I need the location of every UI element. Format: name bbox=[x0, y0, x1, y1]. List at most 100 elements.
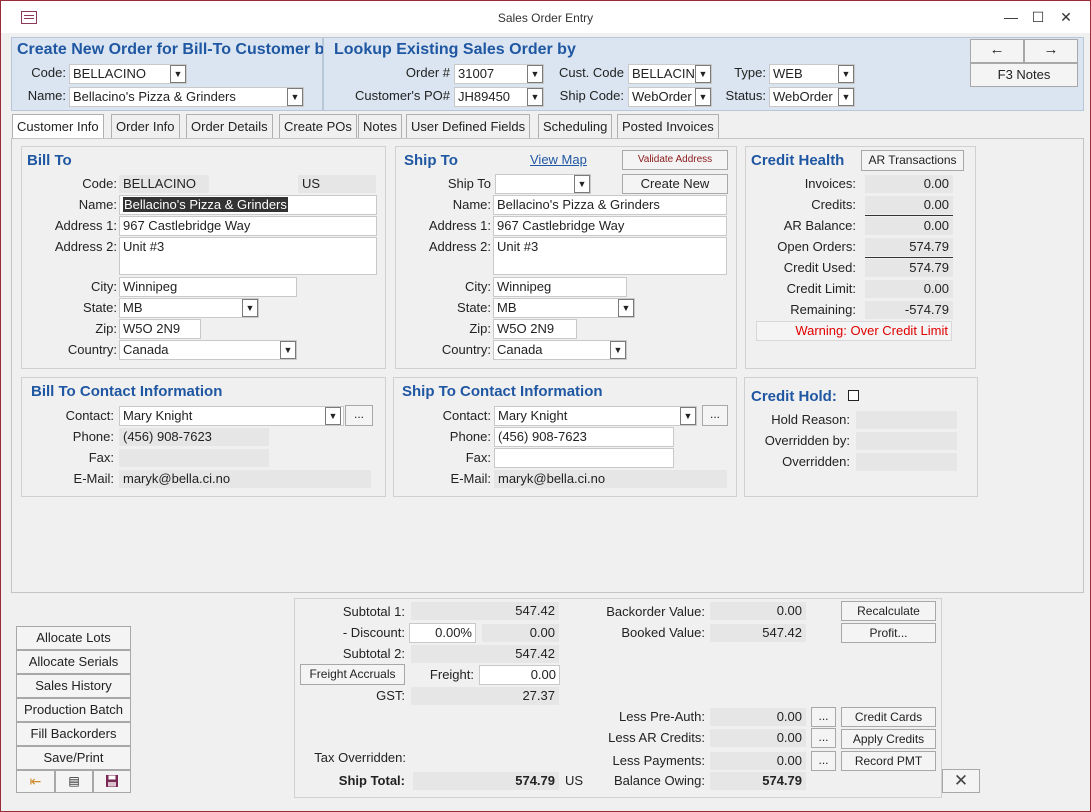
minimize-icon[interactable]: — bbox=[1004, 9, 1018, 25]
ship-fax-field[interactable] bbox=[494, 448, 674, 468]
bill-contact-title: Bill To Contact Information bbox=[31, 383, 223, 400]
ship-state-combo[interactable]: MB bbox=[493, 298, 635, 318]
tab-order-info[interactable]: Order Info bbox=[111, 114, 180, 139]
status-dropdown-icon[interactable]: ▼ bbox=[838, 88, 854, 106]
recalculate-button[interactable]: Recalculate bbox=[841, 601, 936, 621]
backorder-value: 0.00 bbox=[710, 602, 806, 620]
bill-name-field[interactable]: Bellacino's Pizza & Grinders bbox=[119, 195, 377, 215]
gst-value: 27.37 bbox=[411, 687, 559, 705]
ship-contact-more-button[interactable]: ... bbox=[702, 405, 728, 426]
bill-zip-field[interactable]: W5O 2N9 bbox=[119, 319, 201, 339]
bill-contact-more-button[interactable]: ... bbox=[345, 405, 373, 426]
bill-address1-field[interactable]: 967 Castlebridge Way bbox=[119, 216, 377, 236]
customer-po-dropdown-icon[interactable]: ▼ bbox=[527, 88, 543, 106]
ship-zip-field[interactable]: W5O 2N9 bbox=[493, 319, 577, 339]
ar-credits-more-button[interactable]: ... bbox=[811, 728, 836, 748]
freight-accruals-button[interactable]: Freight Accruals bbox=[300, 664, 405, 685]
code-dropdown-icon[interactable]: ▼ bbox=[170, 65, 186, 83]
validate-address-button[interactable]: Validate Address bbox=[622, 150, 728, 170]
cust-code-label: Cust. Code bbox=[558, 65, 624, 80]
cust-code-combo[interactable]: BELLACINO bbox=[628, 64, 712, 84]
order-number-dropdown-icon[interactable]: ▼ bbox=[527, 65, 543, 83]
ar-transactions-button[interactable]: AR Transactions bbox=[861, 150, 964, 171]
create-order-header: Create New Order for Bill-To Customer by… bbox=[11, 37, 333, 111]
tab-scheduling[interactable]: Scheduling bbox=[538, 114, 613, 139]
booked-value: 547.42 bbox=[710, 624, 806, 642]
type-dropdown-icon[interactable]: ▼ bbox=[838, 65, 854, 83]
close-order-button[interactable]: ✕ bbox=[942, 769, 980, 793]
status-combo[interactable]: WebOrder bbox=[769, 87, 855, 107]
bill-contact-dropdown-icon[interactable]: ▼ bbox=[325, 407, 341, 425]
ship-phone-field[interactable]: (456) 908-7623 bbox=[494, 427, 674, 447]
tab-order-details[interactable]: Order Details bbox=[186, 114, 273, 139]
bill-city-field[interactable]: Winnipeg bbox=[119, 277, 297, 297]
bill-country-code: US bbox=[298, 175, 376, 193]
discount-percent-field[interactable]: 0.00% bbox=[409, 623, 476, 643]
bill-country-dropdown-icon[interactable]: ▼ bbox=[280, 341, 296, 359]
ship-address2-field[interactable]: Unit #3 bbox=[493, 237, 727, 275]
ship-contact-dropdown-icon[interactable]: ▼ bbox=[680, 407, 696, 425]
bill-state-dropdown-icon[interactable]: ▼ bbox=[242, 299, 258, 317]
customer-po-combo[interactable]: JH89450 bbox=[454, 87, 544, 107]
bill-state-label: State: bbox=[83, 300, 117, 315]
ship-country-dropdown-icon[interactable]: ▼ bbox=[610, 341, 626, 359]
sales-history-button[interactable]: Sales History bbox=[16, 674, 131, 698]
bill-state-combo[interactable]: MB bbox=[119, 298, 259, 318]
payments-value: 0.00 bbox=[710, 752, 806, 770]
name-dropdown-icon[interactable]: ▼ bbox=[287, 88, 303, 106]
payments-more-button[interactable]: ... bbox=[811, 751, 836, 771]
credit-cards-button[interactable]: Credit Cards bbox=[841, 707, 936, 727]
ship-to-select-combo[interactable] bbox=[495, 174, 591, 194]
bill-contact-combo[interactable]: Mary Knight bbox=[119, 406, 344, 426]
ship-country-combo[interactable]: Canada bbox=[493, 340, 627, 360]
tab-notes[interactable]: Notes bbox=[358, 114, 402, 139]
maximize-icon[interactable]: ☐ bbox=[1031, 9, 1045, 25]
ship-city-field[interactable]: Winnipeg bbox=[493, 277, 627, 297]
ship-address1-field[interactable]: 967 Castlebridge Way bbox=[493, 216, 727, 236]
name-combo[interactable]: Bellacino's Pizza & Grinders bbox=[69, 87, 304, 107]
form-view-icon[interactable]: ▤ bbox=[55, 770, 93, 793]
cust-code-dropdown-icon[interactable]: ▼ bbox=[695, 65, 711, 83]
type-combo[interactable]: WEB bbox=[769, 64, 855, 84]
f3-notes-button[interactable]: F3 Notes bbox=[970, 63, 1078, 87]
previous-record-button[interactable]: ← bbox=[970, 39, 1024, 63]
bill-country-combo[interactable]: Canada bbox=[119, 340, 297, 360]
ship-code-combo[interactable]: WebOrder bbox=[628, 87, 712, 107]
tab-user-defined-fields[interactable]: User Defined Fields bbox=[406, 114, 531, 139]
tab-customer-info[interactable]: Customer Info bbox=[12, 114, 104, 139]
credit-hold-title: Credit Hold: bbox=[751, 388, 837, 405]
save-print-button[interactable]: Save/Print bbox=[16, 746, 131, 770]
freight-field[interactable]: 0.00 bbox=[479, 665, 560, 685]
ship-contact-panel: Ship To Contact Information Contact: Mar… bbox=[393, 377, 737, 497]
next-record-button[interactable]: → bbox=[1024, 39, 1078, 63]
allocate-lots-button[interactable]: Allocate Lots bbox=[16, 626, 131, 650]
freight-label: Freight: bbox=[429, 667, 474, 682]
save-icon[interactable] bbox=[93, 770, 131, 793]
exit-icon[interactable]: ⇤ bbox=[16, 770, 55, 793]
pre-auth-more-button[interactable]: ... bbox=[811, 707, 836, 727]
tab-posted-invoices[interactable]: Posted Invoices bbox=[617, 114, 719, 139]
record-pmt-button[interactable]: Record PMT bbox=[841, 751, 936, 771]
code-combo[interactable]: BELLACINO bbox=[69, 64, 187, 84]
bill-address2-field[interactable]: Unit #3 bbox=[119, 237, 377, 275]
ship-state-dropdown-icon[interactable]: ▼ bbox=[618, 299, 634, 317]
overridden-by-value bbox=[856, 432, 957, 450]
bill-zip-label: Zip: bbox=[95, 321, 117, 336]
ship-code-dropdown-icon[interactable]: ▼ bbox=[695, 88, 711, 106]
production-batch-button[interactable]: Production Batch bbox=[16, 698, 131, 722]
order-number-combo[interactable]: 31007 bbox=[454, 64, 544, 84]
allocate-serials-button[interactable]: Allocate Serials bbox=[16, 650, 131, 674]
credit-row-label: Credits: bbox=[811, 197, 856, 212]
profit-button[interactable]: Profit... bbox=[841, 623, 936, 643]
order-number-label: Order # bbox=[405, 65, 450, 80]
ship-to-select-dropdown-icon[interactable]: ▼ bbox=[574, 175, 590, 193]
close-window-icon[interactable]: ✕ bbox=[1060, 9, 1072, 25]
ship-contact-combo[interactable]: Mary Knight bbox=[494, 406, 697, 426]
create-new-button[interactable]: Create New bbox=[622, 174, 728, 194]
tab-create-pos[interactable]: Create POs bbox=[279, 114, 357, 139]
view-map-link[interactable]: View Map bbox=[530, 152, 587, 167]
ship-name-field[interactable]: Bellacino's Pizza & Grinders bbox=[493, 195, 727, 215]
fill-backorders-button[interactable]: Fill Backorders bbox=[16, 722, 131, 746]
credit-hold-checkbox[interactable] bbox=[848, 390, 859, 401]
apply-credits-button[interactable]: Apply Credits bbox=[841, 729, 936, 749]
